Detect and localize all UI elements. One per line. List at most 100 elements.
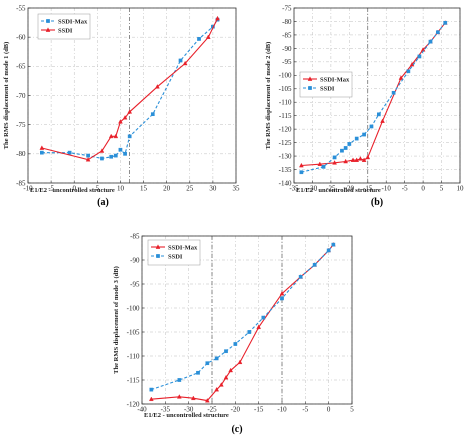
data-point	[39, 145, 45, 150]
data-point	[326, 248, 331, 253]
data-point	[347, 142, 352, 146]
x-axis-label: E1/E2 - uncontrolled structure	[30, 187, 115, 194]
series-ssdi-max	[149, 242, 336, 403]
data-point	[113, 133, 119, 139]
x-tick-label: 5	[96, 185, 100, 193]
data-point	[312, 262, 317, 267]
y-tick-label: -90	[282, 45, 292, 53]
data-point	[214, 356, 219, 361]
data-point	[182, 60, 188, 66]
data-point	[196, 370, 200, 375]
x-tick-label: 30	[209, 185, 217, 193]
y-tick-label: -75	[282, 4, 292, 12]
data-point	[380, 118, 385, 123]
x-tick-label: 25	[186, 185, 194, 193]
data-point	[365, 154, 371, 160]
data-point	[317, 161, 323, 166]
x-tick-label: -20	[231, 406, 241, 414]
data-point	[247, 330, 252, 334]
series-line	[301, 22, 446, 173]
data-point	[122, 115, 128, 120]
data-point	[177, 378, 182, 382]
data-point	[299, 162, 304, 168]
data-point	[280, 296, 284, 301]
data-point	[85, 157, 91, 162]
data-point	[228, 367, 233, 373]
y-tick-label: -105	[127, 328, 140, 336]
data-point	[197, 37, 201, 41]
data-point	[443, 20, 448, 25]
y-tick-label: -80	[282, 18, 292, 26]
data-point	[332, 160, 337, 165]
y-tick-label: -120	[127, 400, 140, 408]
legend-box	[299, 71, 353, 98]
y-tick-label: -95	[282, 58, 292, 66]
data-point	[308, 86, 312, 90]
y-tick-label: -60	[16, 34, 26, 42]
data-point	[215, 15, 220, 21]
data-point	[237, 359, 243, 365]
data-point	[67, 150, 72, 155]
x-tick-label: 0	[72, 185, 76, 193]
x-axis-label: E1/E2 - uncontrolled structure	[296, 187, 381, 194]
data-point	[205, 398, 210, 403]
series-line	[41, 19, 218, 160]
data-point	[123, 151, 127, 156]
data-point	[358, 156, 363, 161]
legend: SSDI-Max SSDI	[299, 71, 353, 98]
series-line	[151, 244, 334, 402]
panel-label: (a)	[97, 197, 109, 208]
legend: SSDI-Max SSDI	[147, 239, 201, 266]
y-tick-label: -125	[279, 139, 292, 147]
y-tick-label: -70	[16, 92, 26, 100]
chart-panel-3: -40 -35 -30 -25 -20 -15 -10 -5 0 5 -120 -115 -110 -10…	[113, 232, 354, 435]
data-point	[299, 170, 304, 175]
data-point	[436, 30, 440, 35]
legend-label: SSDI-Max	[168, 244, 198, 251]
data-point	[113, 153, 118, 158]
x-tick-label: -35	[161, 406, 171, 414]
data-point	[361, 157, 367, 162]
series-ssdi	[299, 20, 448, 175]
x-tick-label: 5	[350, 406, 354, 414]
legend-label: SSDI	[168, 253, 183, 260]
legend-label: SSDI-Max	[58, 18, 88, 25]
x-tick-label: 0	[327, 406, 331, 414]
x-tick-label: 10	[117, 185, 125, 193]
data-point	[332, 155, 337, 160]
legend-label: SSDI	[58, 27, 73, 34]
x-axis-label: E1/E2 - uncontrolled structure	[144, 412, 229, 419]
data-point	[46, 19, 50, 23]
data-point	[340, 148, 344, 153]
data-point	[155, 244, 161, 249]
x-tick-label: -15	[254, 406, 264, 414]
data-point	[127, 109, 133, 114]
data-point	[279, 290, 285, 296]
y-tick-label: -110	[279, 99, 292, 107]
x-tick-label: -10	[382, 185, 392, 193]
y-tick-label: -110	[127, 352, 140, 360]
data-point	[178, 58, 183, 63]
data-point	[391, 90, 396, 95]
data-point	[100, 156, 104, 161]
y-tick-label: -80	[16, 150, 26, 158]
y-tick-label: -85	[130, 232, 140, 240]
data-point	[108, 133, 114, 139]
data-point	[343, 146, 348, 150]
x-tick-label: -30	[184, 406, 194, 414]
data-point	[321, 164, 326, 169]
y-tick-label: -120	[279, 126, 292, 134]
data-point	[214, 386, 219, 392]
x-tick-label: -30	[308, 185, 318, 193]
data-point	[127, 134, 132, 139]
x-tick-label: -5	[402, 185, 408, 193]
panel-label: (b)	[371, 197, 383, 208]
data-point	[118, 147, 123, 152]
data-point	[205, 34, 211, 39]
y-tick-label: -100	[279, 72, 292, 80]
x-tick-label: 15	[140, 185, 148, 193]
data-point	[417, 54, 422, 59]
y-tick-label: -55	[16, 4, 26, 12]
y-tick-label: -135	[279, 166, 292, 174]
data-point	[233, 342, 238, 346]
